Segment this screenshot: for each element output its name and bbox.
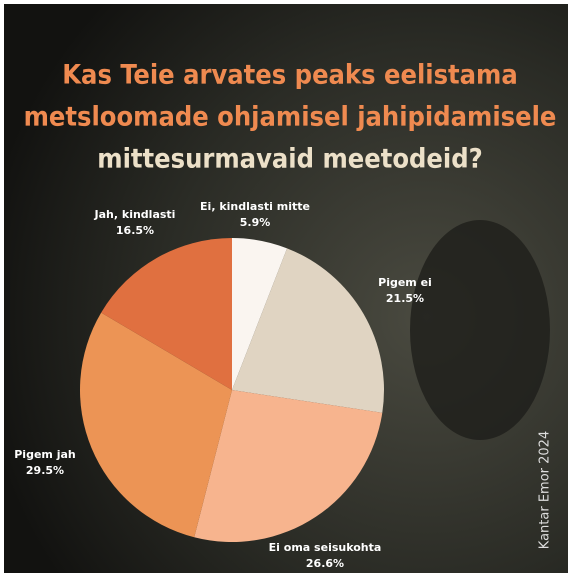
pie-slice [79, 312, 232, 538]
source-note: Kantar Emor 2024 [538, 431, 553, 549]
chart-title: Kas Teie arvates peaks eelistama [62, 60, 518, 91]
pie-slice [194, 390, 383, 542]
pie-slice [232, 248, 384, 413]
value-label: 26.6% [306, 557, 344, 570]
chart-title: mittesurmavaid meetodeid? [97, 144, 482, 175]
boar-silhouette [410, 220, 550, 440]
value-label: 21.5% [386, 292, 424, 305]
pie-slice [232, 238, 288, 390]
slice-label: Ei oma seisukohta [269, 541, 382, 554]
chart-title: metsloomade ohjamisel jahipidamisele [24, 102, 557, 133]
value-label: 5.9% [240, 216, 271, 229]
value-label: 16.5% [116, 224, 154, 237]
slice-label: Pigem jah [14, 448, 75, 461]
pie-slice [101, 238, 233, 390]
slice-label: Ei, kindlasti mitte [200, 200, 310, 213]
value-label: 29.5% [26, 464, 64, 477]
slice-label: Jah, kindlasti [94, 208, 176, 221]
slice-label: Pigem ei [378, 276, 432, 289]
